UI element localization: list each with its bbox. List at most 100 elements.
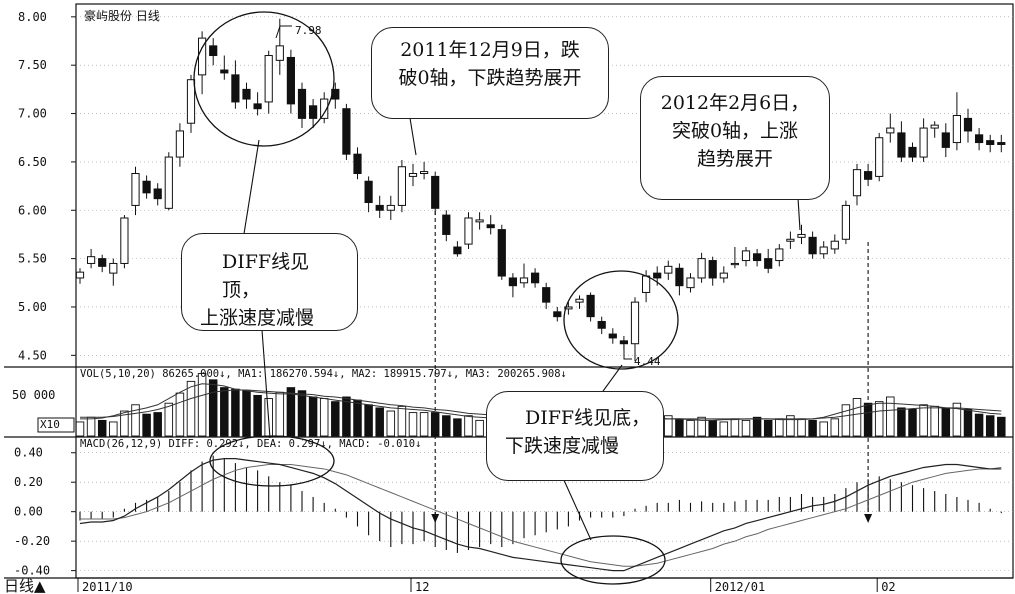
- volume-bar: [220, 387, 229, 437]
- candle-body: [231, 74, 240, 103]
- volume-bar: [331, 401, 340, 437]
- volume-bar: [808, 419, 817, 437]
- candle-body: [619, 340, 628, 345]
- candle-body: [175, 130, 185, 158]
- volume-bar: [886, 396, 895, 437]
- candle-body: [997, 142, 1006, 145]
- volume-bar: [897, 407, 906, 437]
- candle-body: [264, 55, 273, 103]
- diff-line: [79, 458, 1002, 572]
- candle-body: [764, 258, 773, 269]
- callout-top-line1: DIFF线见顶，: [222, 251, 310, 301]
- candle-body: [608, 333, 617, 339]
- volume-bar: [708, 419, 717, 437]
- volume-bar: [253, 394, 262, 437]
- volume-bar: [164, 402, 174, 437]
- volume-bar: [75, 421, 85, 437]
- price-tick-label: 6.50: [18, 155, 47, 169]
- candle-body: [164, 156, 173, 209]
- callout-feb6-line1: 2012年2月6日，: [660, 92, 810, 114]
- callout-feb6: 2012年2月6日， 突破0轴，上涨 趋势展开: [640, 76, 830, 200]
- volume-y-tick: 50 000: [12, 388, 55, 402]
- volume-bar: [86, 416, 96, 437]
- candle-body: [253, 103, 262, 110]
- candle-body: [464, 217, 473, 245]
- callout-top: DIFF线见顶， 上涨速度减慢: [181, 233, 358, 331]
- candle-body: [741, 250, 751, 262]
- volume-bar: [686, 419, 695, 437]
- candle-body: [908, 146, 917, 158]
- arrowhead-feb6: [864, 514, 873, 523]
- volume-unit-label: X10: [40, 418, 60, 431]
- volume-bar: [97, 419, 107, 437]
- candle-body: [486, 224, 495, 229]
- volume-bar: [852, 398, 862, 437]
- arrowhead-dec9: [431, 514, 440, 523]
- price-tick-label: 5.00: [18, 300, 47, 314]
- volume-bar: [397, 405, 407, 437]
- candle-body: [941, 132, 950, 148]
- volume-bar: [741, 419, 751, 437]
- candle-body: [397, 166, 406, 206]
- candle-body: [442, 214, 451, 235]
- candle-body: [597, 320, 606, 329]
- candle-body: [386, 204, 395, 211]
- candle-body: [708, 260, 717, 279]
- candle-body: [320, 98, 329, 119]
- connector-top-macd: [261, 329, 271, 439]
- volume-bar: [752, 416, 762, 437]
- volume-bar: [697, 416, 706, 437]
- annotations-layer: [193, 11, 873, 585]
- candle-body: [775, 248, 784, 262]
- price-low-label: 4.44: [634, 355, 661, 368]
- candle-body: [797, 233, 806, 238]
- candle-body: [75, 271, 85, 279]
- macd-indicator: 0.40 0.20 0.00 -0.20 -0.40: [14, 446, 1013, 578]
- volume-bar: [841, 404, 851, 437]
- candle-body: [753, 253, 762, 262]
- price-y-axis: 8.00 7.50 7.00 6.50 6.00 5.50 5.00 4.50: [18, 10, 76, 362]
- candle-body: [786, 238, 795, 242]
- macd-tick-label: -0.40: [14, 564, 50, 578]
- x-tick-label: 2011/10: [82, 580, 133, 594]
- candle-body: [642, 275, 651, 293]
- candle-body: [120, 217, 129, 264]
- volume-bar: [874, 401, 884, 437]
- candle-body: [664, 265, 673, 274]
- candle-body: [542, 287, 551, 303]
- volume-bar: [308, 396, 318, 437]
- volume-bar: [286, 387, 296, 437]
- callout-top-line2: 上涨速度减慢: [200, 307, 315, 329]
- diff-trough-ellipse: [560, 535, 666, 585]
- candle-body: [686, 277, 695, 289]
- candle-body: [886, 127, 895, 134]
- volume-bar: [775, 418, 784, 437]
- volume-bar: [153, 412, 162, 437]
- volume-bar: [342, 396, 351, 437]
- volume-bar: [208, 379, 218, 437]
- candle-body: [952, 114, 961, 144]
- candle-body: [852, 169, 862, 197]
- volume-bar: [120, 410, 129, 437]
- callout-feb6-line2: 突破0轴，上涨: [671, 120, 799, 142]
- volume-bar: [297, 390, 307, 437]
- candle-body: [475, 219, 484, 223]
- candle-body: [575, 298, 584, 303]
- price-tick-label: 4.50: [18, 348, 47, 362]
- period-label[interactable]: 日线▲: [4, 577, 46, 594]
- candle-body: [986, 140, 995, 145]
- candle-body: [719, 272, 728, 279]
- volume-bar: [375, 407, 384, 437]
- volume-bar: [952, 402, 962, 437]
- candle-body: [186, 79, 196, 124]
- volume-bar: [186, 380, 196, 437]
- candle-body: [819, 246, 828, 255]
- candle-body: [275, 45, 284, 61]
- volume-bar: [475, 419, 484, 437]
- connector-top-price: [242, 139, 260, 241]
- candle-body: [153, 188, 162, 200]
- volume-bar: [386, 410, 396, 437]
- volume-bar: [109, 421, 118, 437]
- candle-body: [519, 277, 529, 284]
- dea-line: [80, 464, 1002, 567]
